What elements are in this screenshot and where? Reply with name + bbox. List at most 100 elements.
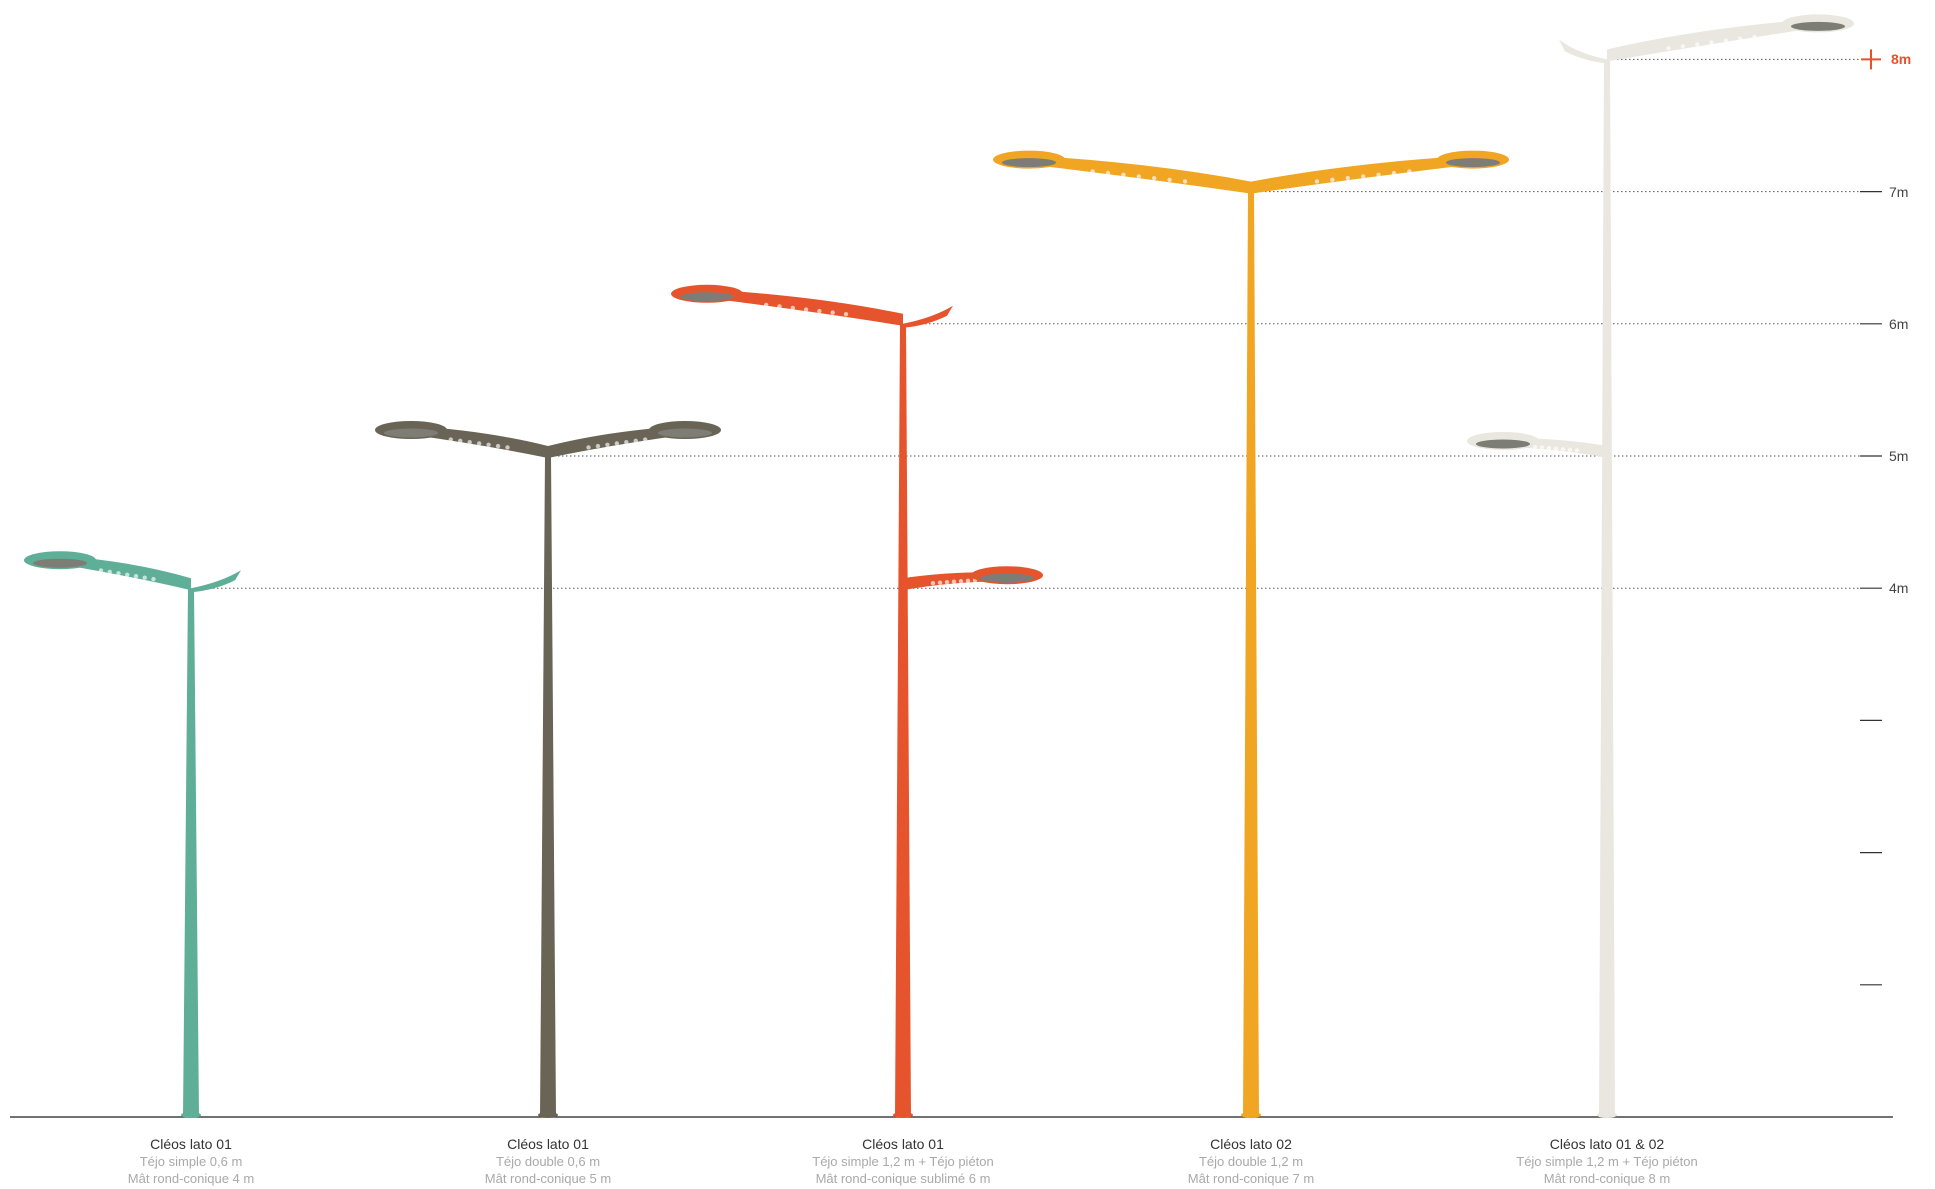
pole-5-arm-1-perforation <box>1723 38 1729 43</box>
pole-3-arm-1-perforation <box>803 307 809 312</box>
pole-2-arm-1-left-perforation <box>458 438 463 444</box>
pole-5-arm-1-perforation <box>1752 34 1757 40</box>
pole-3-arm-2-perforation <box>958 579 964 584</box>
pole-4-arm-1-left-perforation <box>1121 172 1126 177</box>
pole-2-arm-1-left-perforation <box>495 443 501 449</box>
pole-2-arm-1-left-perforation <box>476 441 482 446</box>
pole-5-arm-1 <box>1607 19 1812 62</box>
pole-4-arm-1-right-perforation <box>1361 174 1366 179</box>
pole-3-arm-2-head-lens <box>980 573 1034 583</box>
pole-4-arm-1-left-perforation <box>1105 170 1111 176</box>
pole-2-arm-1-right-perforation <box>586 445 591 450</box>
pole-bracket: Téjo double 1,2 m <box>1198 1154 1304 1169</box>
pole-5-arm-2-perforation <box>1574 448 1580 453</box>
pole-4-arm-1-right-perforation <box>1345 175 1351 181</box>
pole-1-arm-1-perforation <box>116 571 121 576</box>
pole-5-arm-2-perforation <box>1553 446 1559 451</box>
scale-label-8m: 8m <box>1891 51 1912 68</box>
pole-bracket: Téjo double 0,6 m <box>495 1154 601 1169</box>
pole-3-arm-1 <box>713 289 903 326</box>
scale-label-6m: 6m <box>1889 315 1909 332</box>
pole-5-arm-1-perforation <box>1695 42 1700 47</box>
pole-name: Cléos lato 01 <box>862 1136 944 1152</box>
pole-3-arm-1-perforation <box>817 308 822 314</box>
pole-4-arm-1-left-head-lens <box>1002 158 1056 168</box>
pole-mast: Mât rond-conique 5 m <box>484 1171 612 1186</box>
pole-3-arm-1-perforation <box>830 310 835 315</box>
pole-name: Cléos lato 01 & 02 <box>1549 1136 1665 1152</box>
pole-3-base <box>893 1112 913 1118</box>
pole-4-mast <box>1243 191 1259 1118</box>
pole-5-arm-1-perforation <box>1709 40 1714 45</box>
pole-3-mast <box>895 323 911 1117</box>
pole-caption-1: Cléos lato 01 Téjo simple 0,6 m Mât rond-c… <box>31 1136 351 1187</box>
pole-caption-2: Cléos lato 01 Téjo double 0,6 m Mât rond-c… <box>388 1136 708 1187</box>
pole-3-arm-1-perforation <box>790 305 795 311</box>
pole-5-arm-2-perforation <box>1532 444 1538 450</box>
pole-name: Cléos lato 01 <box>507 1136 589 1152</box>
pole-2-arm-1-left-perforation <box>486 442 491 447</box>
pole-4-arm-1-right-perforation <box>1330 177 1335 182</box>
pole-3-arm-2-perforation <box>944 580 950 585</box>
pole-3-arm-1-perforation <box>777 304 782 309</box>
pole-4-arm-1-right-perforation <box>1376 172 1381 177</box>
pole-4-arm-1-left-perforation <box>1167 177 1172 182</box>
pole-3-arm-1-tail <box>903 305 953 328</box>
pole-2-arm-1-right-perforation <box>633 438 638 444</box>
pole-1-arm-1-perforation <box>133 574 139 579</box>
pole-1-base <box>181 1112 201 1118</box>
pole-2-arm-1-right-perforation <box>643 437 648 442</box>
pole-name: Cléos lato 01 <box>150 1136 232 1152</box>
pole-5-arm-1-perforation <box>1680 44 1686 49</box>
pole-5-arm-2-head-lens <box>1476 439 1530 449</box>
pole-5-arm-2-perforation <box>1560 447 1566 452</box>
pole-caption-5: Cléos lato 01 & 02 Téjo simple 1,2 m + Té… <box>1447 1136 1767 1187</box>
pole-mast: Mât rond-conique 8 m <box>1543 1171 1671 1186</box>
pole-bracket: Téjo simple 0,6 m <box>139 1154 243 1169</box>
pole-1-arm-1-head-lens <box>33 558 87 568</box>
pole-1-arm-1-perforation <box>125 572 130 577</box>
pole-4-arm-1-left <box>1031 155 1251 194</box>
pole-2-arm-1-left-perforation <box>467 439 472 445</box>
pole-5-arm-1-perforation <box>1738 36 1743 41</box>
pole-5-arm-1-perforation <box>1666 46 1671 51</box>
pole-5-arm-2-perforation <box>1546 445 1552 451</box>
pole-3-arm-2-perforation <box>951 579 957 584</box>
pole-caption-3: Cléos lato 01 Téjo simple 1,2 m + Téjo pi… <box>743 1136 1063 1187</box>
pole-1-arm-1-tail <box>191 570 241 593</box>
scale-label-7m: 7m <box>1889 183 1909 200</box>
pole-mast: Mât rond-conique sublimé 6 m <box>815 1171 991 1186</box>
pole-4-arm-1-left-perforation <box>1136 174 1142 179</box>
pole-4-arm-1-right-head-lens <box>1446 158 1500 168</box>
pole-2-arm-1-right-perforation <box>595 443 601 449</box>
pole-1-arm-1-perforation <box>142 575 147 580</box>
pole-mast: Mât rond-conique 7 m <box>1187 1171 1315 1186</box>
pole-bracket: Téjo simple 1,2 m + Téjo piéton <box>812 1154 994 1169</box>
pole-5-mast <box>1599 59 1615 1117</box>
pole-3-arm-2-perforation <box>937 580 943 585</box>
pole-2-arm-1-left-head-lens <box>384 428 438 438</box>
pole-4-arm-1-left-perforation <box>1090 169 1095 174</box>
pole-2-arm-1-right-perforation <box>624 439 629 445</box>
pole-4-base <box>1241 1112 1261 1118</box>
pole-5-arm-2-perforation <box>1567 447 1573 453</box>
pole-caption-4: Cléos lato 02 Téjo double 1,2 m Mât rond-c… <box>1091 1136 1411 1187</box>
pole-3-arm-1-perforation <box>764 302 769 308</box>
pole-2-mast <box>540 456 556 1117</box>
pole-1-mast <box>183 588 199 1117</box>
pole-2-arm-1-right-perforation <box>614 441 620 446</box>
pole-name: Cléos lato 02 <box>1210 1136 1292 1152</box>
pole-4-arm-1-right-perforation <box>1407 169 1412 174</box>
scale-label-5m: 5m <box>1889 448 1909 464</box>
pole-1-arm-1-perforation <box>151 576 156 582</box>
pole-5-base <box>1597 1112 1617 1118</box>
pole-4-arm-1-right-perforation <box>1314 179 1320 184</box>
pole-1-arm-1-perforation <box>98 568 104 573</box>
pole-5-arm-1-head-lens <box>1791 21 1845 31</box>
pole-4-arm-1-left-perforation <box>1152 175 1157 181</box>
pole-4-arm-1-right <box>1251 155 1471 194</box>
pole-2-arm-1-left-perforation <box>448 437 453 442</box>
pole-3-arm-2-perforation <box>930 580 936 586</box>
pole-5-arm-1-tail <box>1559 39 1607 64</box>
